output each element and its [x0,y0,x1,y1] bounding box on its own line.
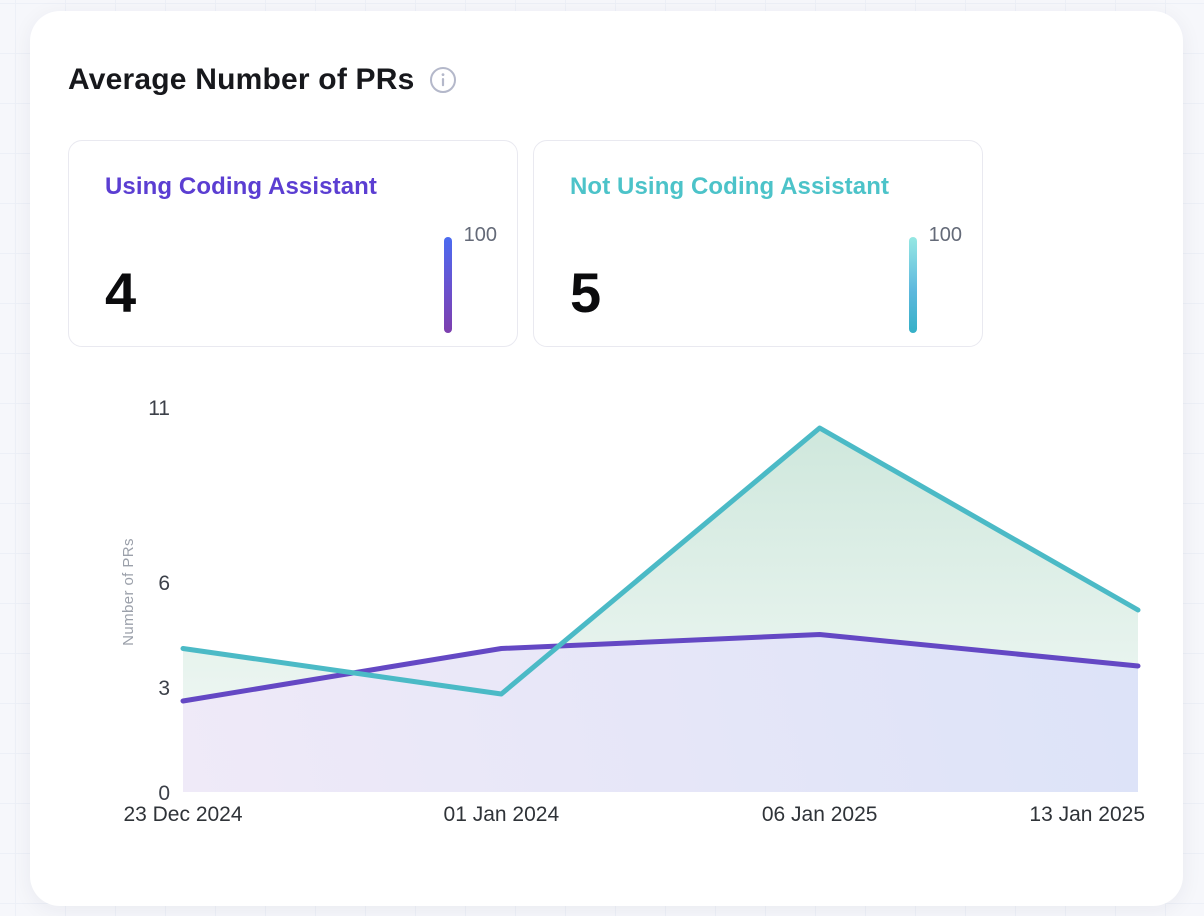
stat-card-not-using-assistant: Not Using Coding Assistant 5 100 [533,140,983,347]
page-title: Average Number of PRs [68,63,415,96]
chart-canvas: 0 3 6 11 23 Dec 2024 01 Jan 2024 06 Jan 2025 1… [120,397,1145,826]
info-icon[interactable] [429,66,457,94]
x-axis-label: 23 Dec 2024 [123,803,242,826]
stat-title: Not Using Coding Assistant [570,173,890,200]
x-axis-label: 01 Jan 2024 [444,803,560,826]
series-line-using-assistant [180,632,1141,704]
gauge: 100 [443,223,497,335]
stat-content: 4 100 [105,223,497,335]
gauge-max-label: 100 [463,224,497,246]
stat-content: 5 100 [570,223,962,335]
series-area-using-assistant [183,634,1138,792]
x-axis-labels: 23 Dec 2024 01 Jan 2024 06 Jan 2025 13 Jan … [123,803,1145,826]
gauge: 100 [908,223,962,335]
x-axis-label: 13 Jan 2025 [1029,803,1145,826]
y-axis-tick: 6 [158,572,170,595]
analytics-card: Average Number of PRs Using Coding Assis… [30,11,1183,906]
y-axis-title: Number of PRs [120,538,137,646]
stat-value: 4 [105,261,138,324]
stat-value: 5 [570,261,603,324]
y-axis-tick: 0 [158,782,170,805]
stat-card-using-assistant: Using Coding Assistant 4 100 [68,140,518,347]
y-axis-ticks: 0 3 6 11 [148,397,170,805]
stat-title: Using Coding Assistant [105,173,377,200]
gauge-bar [443,237,452,333]
gauge-max-label: 100 [928,224,962,246]
card-header: Average Number of PRs [68,62,1145,98]
stats-row: Using Coding Assistant 4 100 Not Using C… [68,140,1145,347]
line-chart[interactable]: 0 3 6 11 23 Dec 2024 01 Jan 2024 06 Jan 2025 1… [68,393,1145,843]
y-axis-tick: 11 [148,397,170,420]
gauge-bar [908,237,917,333]
x-axis-label: 06 Jan 2025 [762,803,878,826]
y-axis-tick: 3 [158,677,170,700]
series-line-not-using-assistant [180,425,1141,697]
